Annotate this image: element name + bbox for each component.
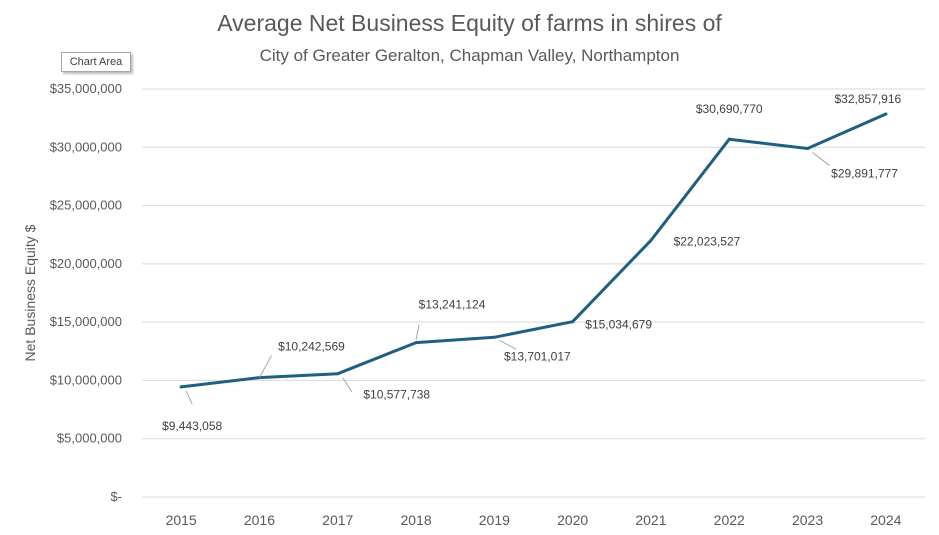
x-tick-label: 2024 xyxy=(870,512,901,528)
x-tick-label: 2021 xyxy=(635,512,666,528)
data-label: $10,577,738 xyxy=(363,388,430,402)
y-tick-label: $15,000,000 xyxy=(50,314,122,329)
data-point xyxy=(884,112,888,116)
data-label: $13,701,017 xyxy=(504,349,571,363)
x-tick-label: 2017 xyxy=(322,512,353,528)
y-tick-label: $30,000,000 xyxy=(50,139,122,154)
x-tick-label: 2019 xyxy=(479,512,510,528)
chart-area-tooltip: Chart Area xyxy=(61,52,131,72)
data-point xyxy=(414,341,418,345)
data-label-leader xyxy=(342,377,353,392)
data-point xyxy=(727,137,731,141)
data-label: $9,443,058 xyxy=(162,419,222,433)
y-tick-label: $5,000,000 xyxy=(57,431,122,446)
data-point xyxy=(806,147,810,151)
data-label: $32,857,916 xyxy=(834,92,901,106)
x-tick-label: 2023 xyxy=(792,512,823,528)
data-label: $30,690,770 xyxy=(696,102,763,116)
data-label: $22,023,527 xyxy=(674,234,741,248)
y-axis-title: Net Business Equity $ xyxy=(22,224,38,361)
data-label: $10,242,569 xyxy=(278,340,345,354)
y-tick-label: $- xyxy=(110,489,122,504)
data-label: $13,241,124 xyxy=(419,298,486,312)
y-tick-label: $25,000,000 xyxy=(50,198,122,213)
x-tick-label: 2020 xyxy=(557,512,588,528)
data-label-leader xyxy=(499,339,517,350)
data-point xyxy=(179,385,183,389)
data-point xyxy=(492,335,496,339)
chart-subtitle: City of Greater Geralton, Chapman Valley… xyxy=(259,46,680,65)
data-label-leader xyxy=(185,390,193,405)
data-point xyxy=(649,238,653,242)
data-label: $29,891,777 xyxy=(831,167,898,181)
y-tick-label: $35,000,000 xyxy=(50,81,122,96)
data-label-leader xyxy=(259,355,272,378)
x-tick-label: 2022 xyxy=(714,512,745,528)
data-point xyxy=(571,320,575,324)
x-tick-label: 2018 xyxy=(400,512,431,528)
y-tick-label: $20,000,000 xyxy=(50,256,122,271)
data-label: $15,034,679 xyxy=(585,318,652,332)
x-tick-label: 2016 xyxy=(244,512,275,528)
series-line xyxy=(179,112,888,389)
chart-title: Average Net Business Equity of farms in … xyxy=(217,10,722,36)
data-label-leader xyxy=(812,152,830,166)
data-label-leader xyxy=(415,324,420,340)
x-tick-label: 2015 xyxy=(166,512,197,528)
data-point xyxy=(336,372,340,376)
y-tick-label: $10,000,000 xyxy=(50,372,122,387)
